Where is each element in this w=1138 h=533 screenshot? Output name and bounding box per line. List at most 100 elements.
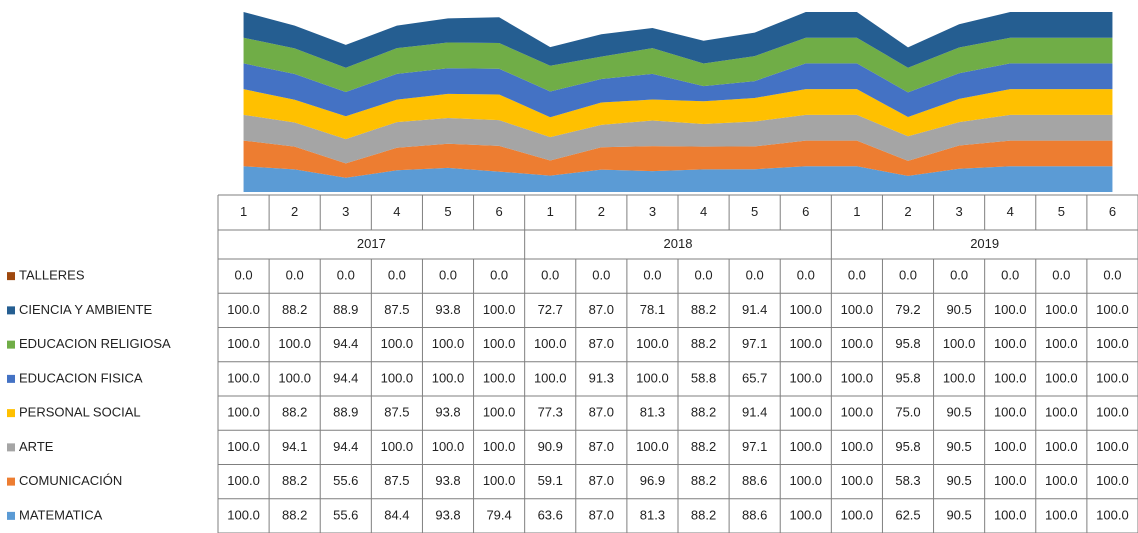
- data-label: 0.0: [848, 268, 866, 283]
- data-label: 100.0: [432, 370, 465, 385]
- x-tick-label: 3: [342, 204, 349, 219]
- data-label: 96.9: [640, 473, 665, 488]
- data-label: 100.0: [1045, 302, 1078, 317]
- data-label: 95.8: [895, 370, 920, 385]
- data-label: 0.0: [439, 268, 457, 283]
- data-label: 90.5: [946, 439, 971, 454]
- data-label: 0.0: [695, 268, 713, 283]
- data-label: 97.1: [742, 336, 767, 351]
- data-label: 90.5: [946, 507, 971, 522]
- data-label: 0.0: [541, 268, 559, 283]
- data-label: 100.0: [483, 302, 516, 317]
- data-label: 0.0: [286, 268, 304, 283]
- data-label: 88.2: [691, 507, 716, 522]
- data-label: 72.7: [538, 302, 563, 317]
- x-tick-label: 3: [649, 204, 656, 219]
- data-label: 0.0: [388, 268, 406, 283]
- area: [243, 63, 1113, 118]
- data-label: 100.0: [841, 507, 874, 522]
- data-label: 81.3: [640, 405, 665, 420]
- data-label: 88.6: [742, 473, 767, 488]
- data-label: 91.4: [742, 302, 767, 317]
- data-label: 100.0: [790, 336, 823, 351]
- data-label: 90.5: [946, 302, 971, 317]
- legend-key: [7, 477, 15, 486]
- data-label: 88.2: [282, 507, 307, 522]
- data-label: 0.0: [899, 268, 917, 283]
- data-label: 100.0: [227, 507, 260, 522]
- data-label: 88.9: [333, 405, 358, 420]
- data-label: 55.6: [333, 473, 358, 488]
- data-label: 100.0: [1096, 439, 1129, 454]
- data-label: 79.2: [895, 302, 920, 317]
- data-label: 93.8: [435, 507, 460, 522]
- data-label: 77.3: [538, 405, 563, 420]
- data-label: 88.2: [691, 439, 716, 454]
- data-label: 63.6: [538, 507, 563, 522]
- data-label: 87.0: [589, 405, 614, 420]
- data-label: 100.0: [994, 507, 1027, 522]
- x-tick-label: 6: [802, 204, 809, 219]
- data-label: 100.0: [381, 336, 414, 351]
- data-label: 90.5: [946, 405, 971, 420]
- data-label: 100.0: [483, 405, 516, 420]
- data-label: 88.2: [691, 302, 716, 317]
- x-tick-label: 4: [1007, 204, 1014, 219]
- x-tick-label: 3: [955, 204, 962, 219]
- data-label: 0.0: [235, 268, 253, 283]
- data-label: 100.0: [636, 336, 669, 351]
- data-label: 100.0: [636, 439, 669, 454]
- data-label: 100.0: [278, 370, 311, 385]
- data-label: 100.0: [227, 405, 260, 420]
- data-label: 90.9: [538, 439, 563, 454]
- data-label: 100.0: [994, 302, 1027, 317]
- data-label: 93.8: [435, 302, 460, 317]
- data-label: 100.0: [227, 439, 260, 454]
- data-label: 59.1: [538, 473, 563, 488]
- x-tick-label: 5: [1058, 204, 1065, 219]
- data-label: 88.2: [691, 473, 716, 488]
- x-tick-label: 2: [904, 204, 911, 219]
- data-label: 100.0: [1096, 302, 1129, 317]
- data-label: 100.0: [1045, 370, 1078, 385]
- data-label: 100.0: [1096, 507, 1129, 522]
- group-label: 2018: [664, 236, 693, 251]
- group-label: 2017: [357, 236, 386, 251]
- data-label: 75.0: [895, 405, 920, 420]
- data-label: 100.0: [790, 405, 823, 420]
- data-label: 100.0: [278, 336, 311, 351]
- x-tick-label: 1: [853, 204, 860, 219]
- data-label: 0.0: [643, 268, 661, 283]
- data-label: 100.0: [1096, 370, 1129, 385]
- x-tick-label: 1: [547, 204, 554, 219]
- data-label: 100.0: [790, 473, 823, 488]
- legend-label: EDUCACION RELIGIOSA: [19, 336, 171, 351]
- data-label: 88.2: [282, 473, 307, 488]
- x-tick-label: 5: [751, 204, 758, 219]
- data-label: 100.0: [1096, 336, 1129, 351]
- legend-key: [7, 340, 15, 349]
- data-label: 95.8: [895, 439, 920, 454]
- x-tick-label: 5: [444, 204, 451, 219]
- data-label: 100.0: [381, 439, 414, 454]
- data-label: 93.8: [435, 405, 460, 420]
- data-label: 100.0: [1045, 439, 1078, 454]
- data-label: 100.0: [943, 370, 976, 385]
- data-label: 100.0: [943, 336, 976, 351]
- data-label: 100.0: [227, 336, 260, 351]
- legend-label: MATEMATICA: [19, 507, 103, 522]
- data-label: 91.4: [742, 405, 767, 420]
- data-label: 0.0: [1103, 268, 1121, 283]
- data-label: 87.0: [589, 439, 614, 454]
- data-label: 100.0: [841, 336, 874, 351]
- data-label: 100.0: [483, 473, 516, 488]
- legend-key: [7, 374, 15, 383]
- data-label: 100.0: [636, 370, 669, 385]
- legend-key: [7, 409, 15, 418]
- area: [243, 37, 1113, 93]
- data-label: 87.5: [384, 405, 409, 420]
- data-label: 87.0: [589, 507, 614, 522]
- legend-label: EDUCACION FISICA: [19, 370, 143, 385]
- data-label: 87.5: [384, 302, 409, 317]
